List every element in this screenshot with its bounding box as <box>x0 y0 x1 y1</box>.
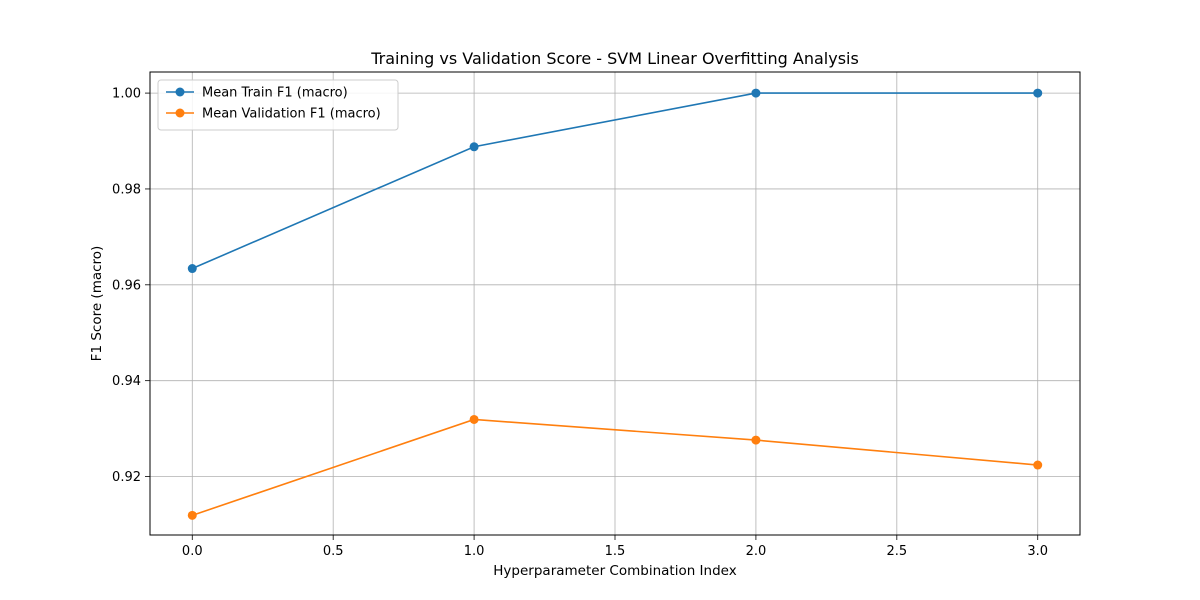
data-point <box>751 88 761 98</box>
legend-label: Mean Train F1 (macro) <box>202 86 348 101</box>
data-point <box>1033 88 1043 98</box>
x-tick-label: 0.0 <box>182 544 203 559</box>
series-validation <box>187 414 1043 520</box>
data-point <box>1033 460 1043 470</box>
x-axis-label: Hyperparameter Combination Index <box>493 563 736 579</box>
x-tick-label: 1.5 <box>605 544 626 559</box>
y-tick-label: 0.96 <box>112 278 141 293</box>
y-tick-label: 0.92 <box>112 470 141 485</box>
x-tick-label: 1.0 <box>464 544 485 559</box>
legend-label: Mean Validation F1 (macro) <box>202 107 381 122</box>
legend-marker <box>175 108 185 118</box>
x-tick-label: 2.5 <box>886 544 907 559</box>
data-point <box>751 435 761 445</box>
data-point <box>469 414 479 424</box>
ticks: 0.0 0.5 1.0 1.5 2.0 2.5 3.0 0.92 0.94 0.96 0.98 1.0… <box>112 87 1048 559</box>
data-point <box>187 510 197 520</box>
data-point <box>187 264 197 274</box>
legend-marker <box>175 87 185 97</box>
series-line <box>191 92 1038 270</box>
y-tick-label: 0.94 <box>112 374 141 389</box>
series-line <box>192 418 1038 517</box>
y-tick-label: 0.98 <box>112 182 141 197</box>
x-tick-label: 3.0 <box>1027 544 1048 559</box>
legend-box <box>157 79 399 131</box>
series-layer <box>187 88 1043 520</box>
y-tick-label: 1.00 <box>112 87 141 102</box>
legend: Mean Train F1 (macro) Mean Validation F1 … <box>157 79 399 131</box>
series-train <box>187 88 1043 274</box>
chart-title: Training vs Validation Score - SVM Linea… <box>370 49 859 68</box>
y-axis-label: F1 Score (macro) <box>89 246 105 362</box>
x-tick-label: 2.0 <box>746 544 767 559</box>
data-point <box>469 142 479 152</box>
legend-item: Mean Train F1 (macro) <box>166 86 348 101</box>
x-tick-label: 0.5 <box>323 544 344 559</box>
legend-item: Mean Validation F1 (macro) <box>166 107 381 122</box>
